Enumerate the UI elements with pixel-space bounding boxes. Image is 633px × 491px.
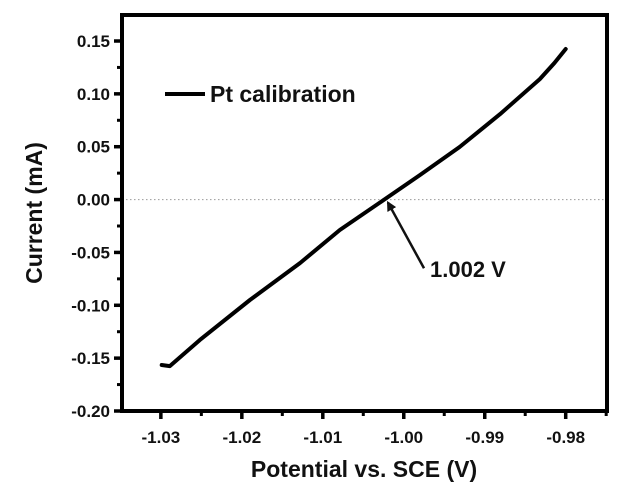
y-tick-label: -0.10: [71, 296, 110, 315]
y-tick-label: 0.00: [77, 191, 110, 210]
x-tick-label: -1.01: [303, 428, 342, 447]
x-tick-label: -1.03: [141, 428, 180, 447]
y-tick-label: 0.10: [77, 85, 110, 104]
series-layer: [159, 47, 568, 369]
y-tick-label: -0.20: [71, 402, 110, 421]
tick-layer: [114, 39, 608, 419]
annotation-text: 1.002 V: [430, 257, 506, 282]
y-tick-label: 0.15: [77, 32, 110, 51]
x-axis-title: Potential vs. SCE (V): [251, 456, 477, 482]
y-tick-label: 0.05: [77, 138, 110, 157]
y-tick-label: -0.05: [71, 243, 110, 262]
series-line-pt-calibration: [159, 47, 568, 369]
legend: Pt calibration: [165, 81, 356, 107]
x-tick-label: -0.99: [465, 428, 504, 447]
annotation: 1.002 V: [386, 200, 506, 282]
tick-label-layer: -1.03 -1.02 -1.01 -1.00 -0.99 -0.98 0.15 0.10 0.…: [71, 32, 585, 447]
x-tick-label: -1.00: [384, 428, 423, 447]
annotation-arrow: [386, 200, 426, 269]
y-tick-label: -0.15: [71, 349, 110, 368]
y-axis-title: Current (mA): [21, 142, 47, 284]
x-tick-label: -1.02: [222, 428, 261, 447]
legend-label-pt-calibration: Pt calibration: [210, 81, 356, 107]
x-tick-label: -0.98: [546, 428, 585, 447]
